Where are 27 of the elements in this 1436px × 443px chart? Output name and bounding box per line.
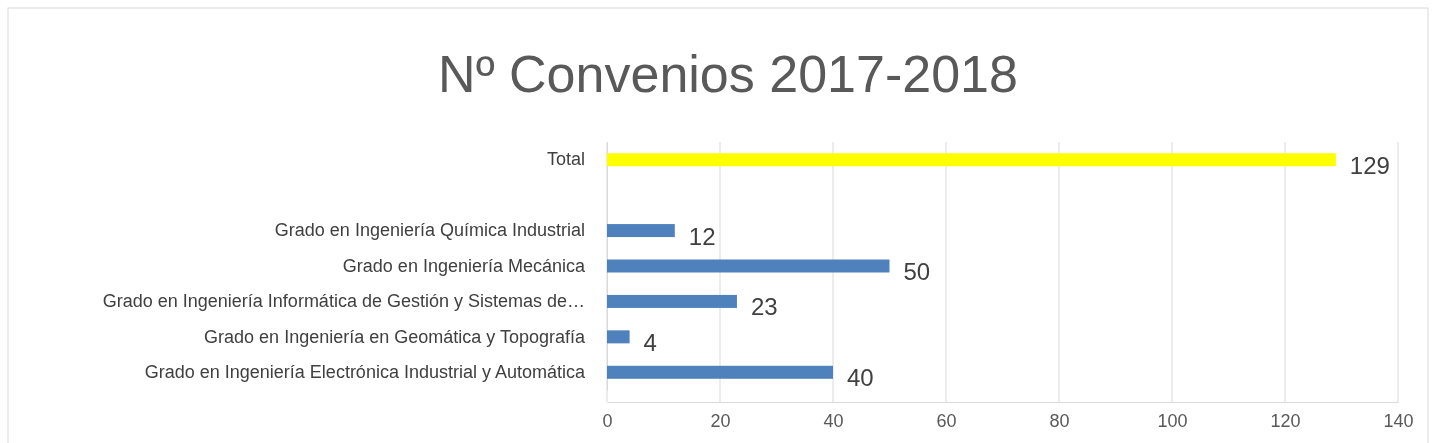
bar — [607, 330, 630, 344]
data-label: 40 — [847, 364, 874, 392]
y-tick-label: Grado en Ingeniería Mecánica — [342, 255, 586, 276]
x-tick-label: 40 — [823, 410, 844, 431]
x-tick-label: 120 — [1270, 410, 1301, 431]
y-tick-label: Grado en Ingeniería en Geomática y Topografía — [204, 326, 586, 347]
data-label: 4 — [643, 328, 657, 356]
x-tick-label: 60 — [936, 410, 957, 431]
bar — [607, 224, 675, 238]
y-tick-label: Grado en Ingeniería Química Industrial — [274, 220, 585, 241]
x-tick-label: 80 — [1049, 410, 1070, 431]
bar — [607, 153, 1336, 167]
x-tick-label: 0 — [602, 410, 613, 431]
y-tick-label: Total — [546, 149, 585, 170]
bar — [607, 294, 737, 308]
y-tick-label: Grado en Ingeniería Informática de Gestión y Sistemas de… — [102, 291, 585, 312]
data-label: 12 — [688, 222, 716, 250]
chart-title: Nº Convenios 2017-2018 — [438, 45, 1018, 103]
bar — [607, 365, 833, 379]
x-tick-label: 20 — [710, 410, 731, 431]
x-tick-label: 100 — [1157, 410, 1188, 431]
x-tick-label: 140 — [1383, 410, 1414, 431]
data-label: 50 — [903, 258, 931, 285]
y-tick-label: Grado en Ingeniería Electrónica Industrial y Automática — [144, 362, 586, 383]
data-label: 129 — [1349, 151, 1390, 179]
data-label: 23 — [750, 293, 778, 321]
bar — [607, 259, 890, 273]
